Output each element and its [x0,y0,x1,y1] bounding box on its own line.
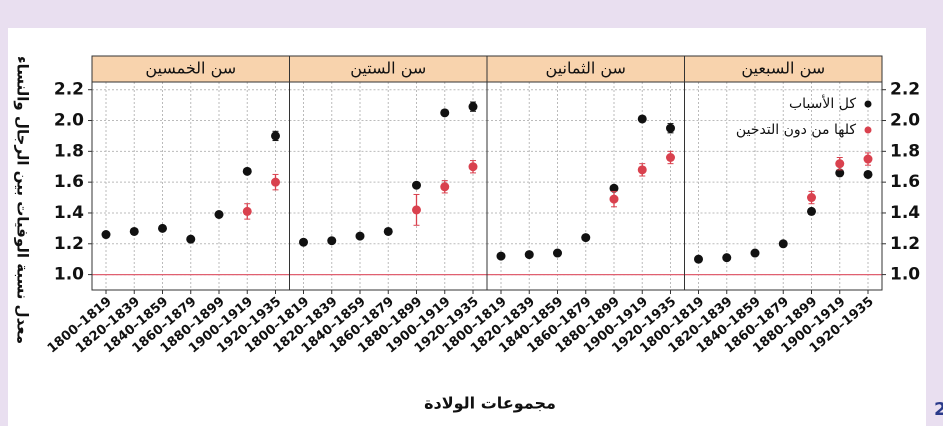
chart-background [8,28,926,426]
data-point [186,234,196,244]
data-point [666,152,675,162]
y2-tick-label: 1.6 [890,172,920,192]
y2-tick-label: 1.2 [890,234,920,254]
panel-header [684,55,883,83]
y2-tick-label: 2.2 [890,80,920,100]
data-point [524,250,534,260]
y2-tick-label: 1.8 [890,141,920,161]
page-number: 2 [934,399,943,420]
data-point [468,162,478,172]
legend-label: كلها من دون التدخين [736,122,856,138]
panel-title: سن السبعين [741,59,825,79]
data-point [440,108,450,118]
panel-header [289,55,488,83]
data-point [129,226,139,236]
data-point [609,194,619,204]
data-point [327,236,337,246]
y2-tick-label: 2.0 [890,111,920,131]
y2-tick-label: 1.4 [890,203,920,223]
panel-title: سن الستين [350,59,426,79]
data-point [383,226,393,236]
data-point [637,114,647,124]
panel-header [91,55,290,83]
data-point [214,210,224,220]
data-point [412,205,421,215]
y-tick-label: 1.4 [54,203,84,223]
legend-marker [864,126,872,134]
data-point [609,183,619,193]
data-point [722,253,732,263]
x-axis-label: مجموعات الولادة [424,394,556,413]
data-point [299,237,308,247]
data-point [835,159,845,169]
data-point [694,254,703,264]
data-point [271,177,280,187]
data-point [835,168,845,178]
y-tick-label: 1.6 [54,172,84,192]
y2-tick-label: 1.0 [890,265,920,285]
legend-label: كل الأسباب [789,94,856,112]
legend-marker [864,100,872,108]
y-axis-label: معدل نسبة الوفيات بين الرجال والنساء [14,56,32,344]
y-tick-label: 1.2 [54,234,84,254]
data-point [863,154,873,164]
data-point [440,182,450,192]
data-point [355,231,365,241]
data-point [750,248,760,258]
data-point [496,251,506,261]
data-point [101,230,111,240]
data-point [807,193,816,203]
data-point [242,206,252,216]
data-point [242,166,252,176]
data-point [412,180,421,190]
panel-title: سن الثمانين [546,59,626,79]
data-point [807,206,816,216]
panel-header [486,55,685,83]
data-point [666,123,675,133]
y-tick-label: 2.2 [54,80,84,100]
data-point [553,248,562,258]
data-point [581,233,591,243]
data-point [158,223,167,233]
panel-title: سن الخمسين [145,59,236,79]
data-point [863,169,873,179]
data-point [778,239,788,249]
y-tick-label: 1.8 [54,141,84,161]
y-tick-label: 1.0 [54,265,84,285]
y-tick-label: 2.0 [54,111,84,131]
data-point [637,165,647,175]
data-point [271,131,280,141]
data-point [468,102,478,112]
